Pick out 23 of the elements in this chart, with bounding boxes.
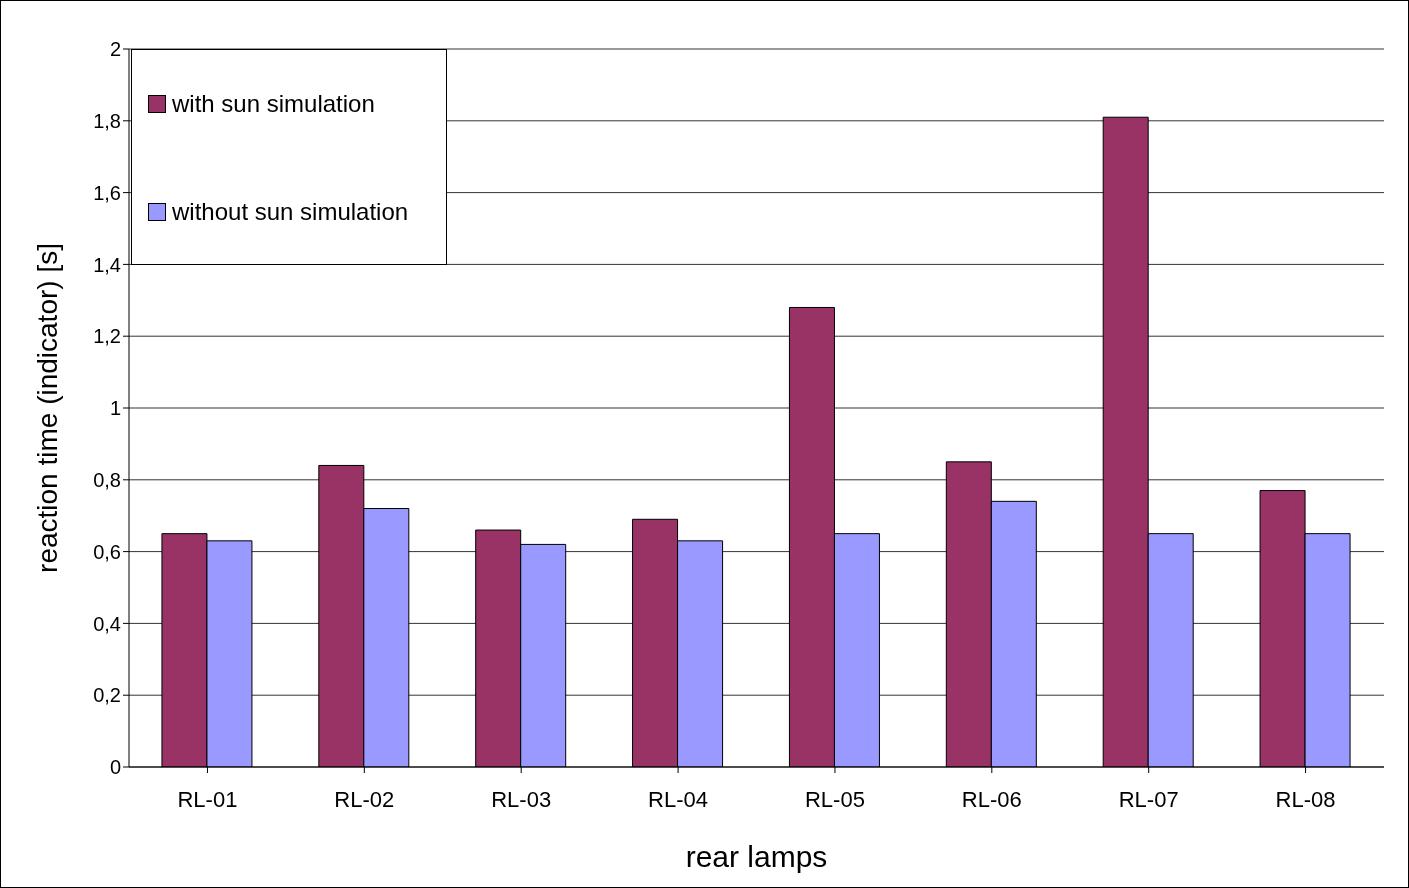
y-tick-label: 1,2 — [93, 325, 121, 348]
y-tick-label: 0,8 — [93, 468, 121, 491]
x-tick-label: RL-08 — [1275, 786, 1336, 812]
y-tick-label: 1,8 — [93, 109, 121, 132]
x-tick-label: RL-03 — [491, 786, 552, 812]
y-tick-label: 2 — [109, 38, 121, 61]
x-tick-label: RL-01 — [177, 786, 238, 812]
legend-label: without sun simulation — [171, 198, 410, 226]
y-tick-label: 0,6 — [93, 540, 121, 563]
x-tick-label: RL-02 — [334, 786, 395, 812]
y-tick-label: 1 — [109, 397, 121, 420]
y-axis-title: reaction time (indicator) [s] — [31, 243, 63, 573]
y-tick-label: 0,2 — [93, 684, 121, 707]
x-tick-label: RL-06 — [961, 786, 1022, 812]
x-tick-label: RL-04 — [648, 786, 709, 812]
y-tick-label: 0 — [109, 756, 121, 779]
y-tick-label: 1,4 — [93, 253, 121, 276]
y-tick-label: 1,6 — [93, 181, 121, 204]
x-tick-label: RL-07 — [1118, 786, 1179, 812]
y-tick-label: 0,4 — [93, 612, 121, 635]
legend-label: with sun simulation — [171, 90, 376, 118]
x-axis-title: rear lamps — [685, 840, 828, 873]
x-tick-label: RL-05 — [804, 786, 865, 812]
